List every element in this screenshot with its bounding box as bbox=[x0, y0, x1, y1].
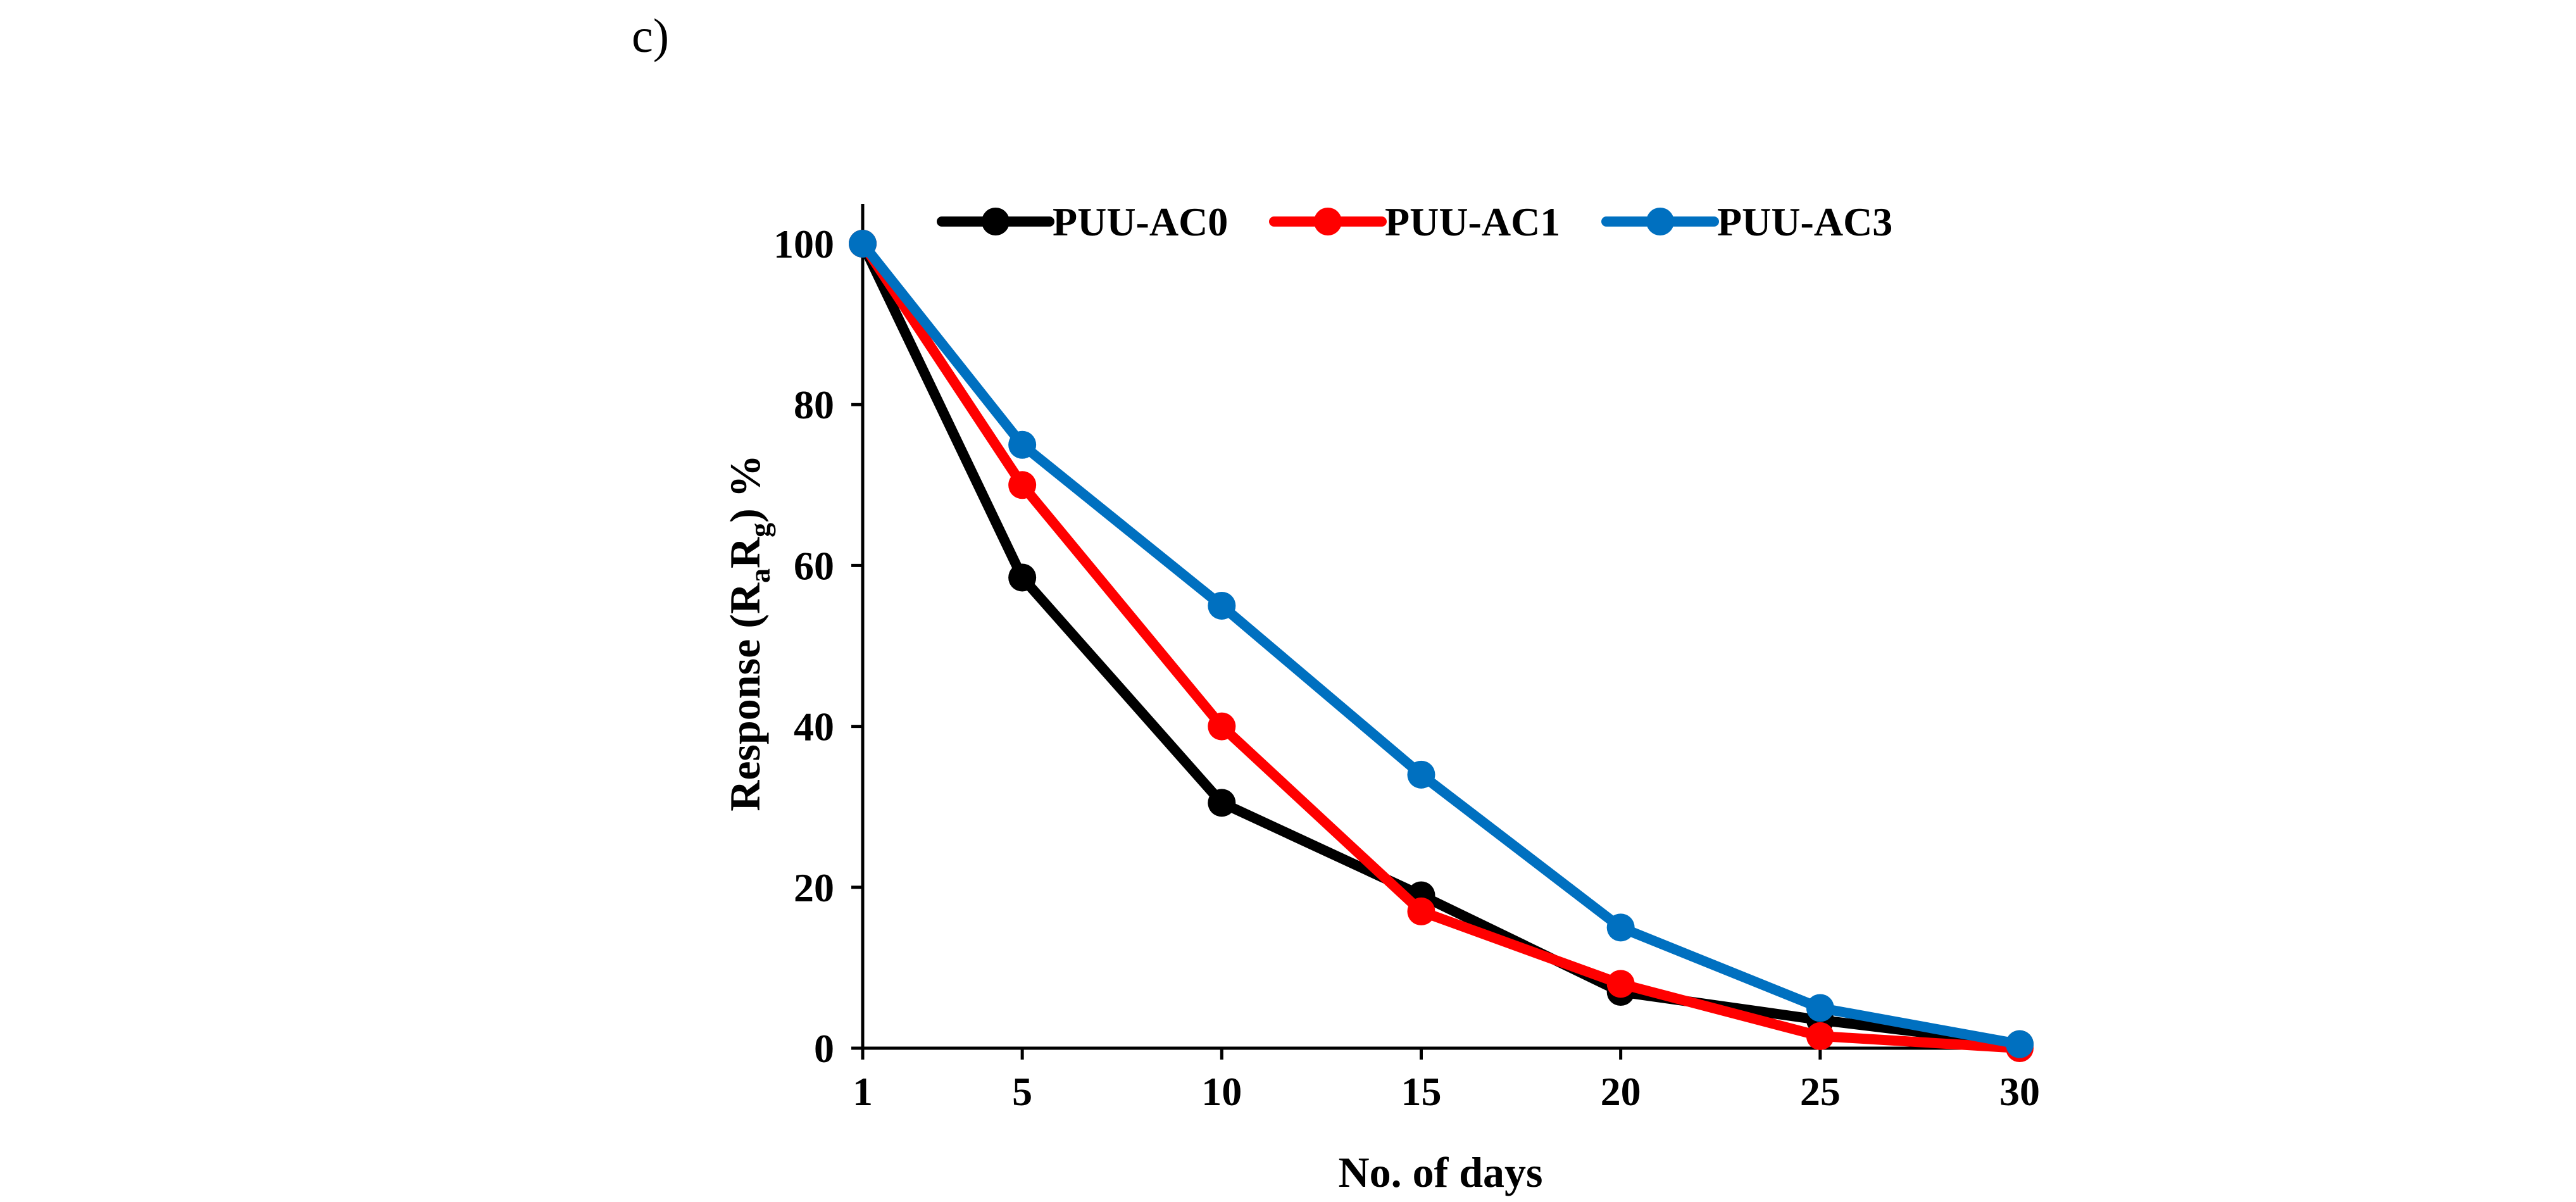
y-tick-label-3: 60 bbox=[794, 543, 834, 588]
legend-swatch-marker-0 bbox=[982, 208, 1010, 235]
data-point-puu-ac1-20 bbox=[1606, 970, 1635, 998]
panel-label: c) bbox=[632, 9, 669, 63]
data-point-puu-ac1-15 bbox=[1407, 897, 1435, 925]
data-point-puu-ac3-15 bbox=[1407, 760, 1435, 789]
y-axis-title-suffix: ) % bbox=[721, 454, 769, 523]
y-tick-label-2: 40 bbox=[794, 704, 834, 749]
y-axis-title-middle: R bbox=[721, 537, 769, 568]
legend-label-1: PUU-AC1 bbox=[1385, 199, 1560, 244]
legend-swatch-marker-1 bbox=[1314, 208, 1342, 235]
series-line-puu-ac0 bbox=[858, 239, 2025, 1049]
x-tick-label-5: 25 bbox=[1800, 1069, 1841, 1114]
series-group bbox=[849, 230, 2034, 1062]
legend-label-0: PUU-AC0 bbox=[1053, 199, 1228, 244]
x-ticks: 1 5 10 15 20 25 30 bbox=[853, 1048, 2040, 1114]
legend-item-puu-ac3: PUU-AC3 bbox=[1601, 199, 1892, 244]
y-axis-title-sub-g: g bbox=[744, 523, 776, 537]
legend-item-puu-ac1: PUU-AC1 bbox=[1269, 199, 1560, 244]
series-puu-ac0 bbox=[849, 230, 2034, 1058]
y-tick-label-1: 20 bbox=[794, 865, 834, 910]
y-tick-label-4: 80 bbox=[794, 382, 834, 427]
data-point-puu-ac3-1 bbox=[849, 230, 877, 258]
x-axis-title: No. of days bbox=[1338, 1148, 1542, 1196]
y-axis-title-sub-a: a bbox=[744, 568, 776, 583]
y-tick-label-0: 0 bbox=[814, 1026, 834, 1071]
x-tick-label-1: 5 bbox=[1012, 1069, 1032, 1114]
data-point-puu-ac0-10 bbox=[1208, 789, 1236, 817]
legend-item-puu-ac0: PUU-AC0 bbox=[937, 199, 1228, 244]
y-ticks: 0 20 40 60 80 100 bbox=[773, 222, 863, 1071]
y-tick-label-5: 100 bbox=[773, 222, 834, 266]
data-point-puu-ac3-5 bbox=[1008, 430, 1037, 459]
data-point-puu-ac3-20 bbox=[1606, 913, 1635, 942]
legend: PUU-AC0 PUU-AC1 PUU-AC3 bbox=[937, 199, 1892, 244]
x-tick-label-2: 10 bbox=[1201, 1069, 1242, 1114]
data-point-puu-ac3-10 bbox=[1208, 591, 1236, 620]
y-axis-title-prefix: Response (R bbox=[721, 582, 769, 811]
x-tick-label-3: 15 bbox=[1401, 1069, 1441, 1114]
x-tick-label-4: 20 bbox=[1601, 1069, 1641, 1114]
y-axis-title: Response (RaRg) % bbox=[721, 454, 776, 811]
legend-swatch-marker-2 bbox=[1646, 208, 1674, 235]
series-puu-ac3 bbox=[849, 230, 2034, 1058]
data-point-puu-ac3-25 bbox=[1806, 994, 1834, 1022]
legend-label-2: PUU-AC3 bbox=[1717, 199, 1892, 244]
x-tick-label-6: 30 bbox=[1999, 1069, 2040, 1114]
data-point-puu-ac3-30 bbox=[2006, 1030, 2034, 1058]
series-line-puu-ac1 bbox=[858, 239, 2025, 1053]
x-tick-label-0: 1 bbox=[853, 1069, 873, 1114]
data-point-puu-ac0-5 bbox=[1008, 563, 1037, 592]
series-line-puu-ac3 bbox=[858, 239, 2025, 1049]
data-point-puu-ac1-5 bbox=[1008, 471, 1037, 499]
data-point-puu-ac1-25 bbox=[1806, 1022, 1834, 1050]
series-puu-ac1 bbox=[849, 230, 2034, 1062]
data-point-puu-ac1-10 bbox=[1208, 712, 1236, 741]
